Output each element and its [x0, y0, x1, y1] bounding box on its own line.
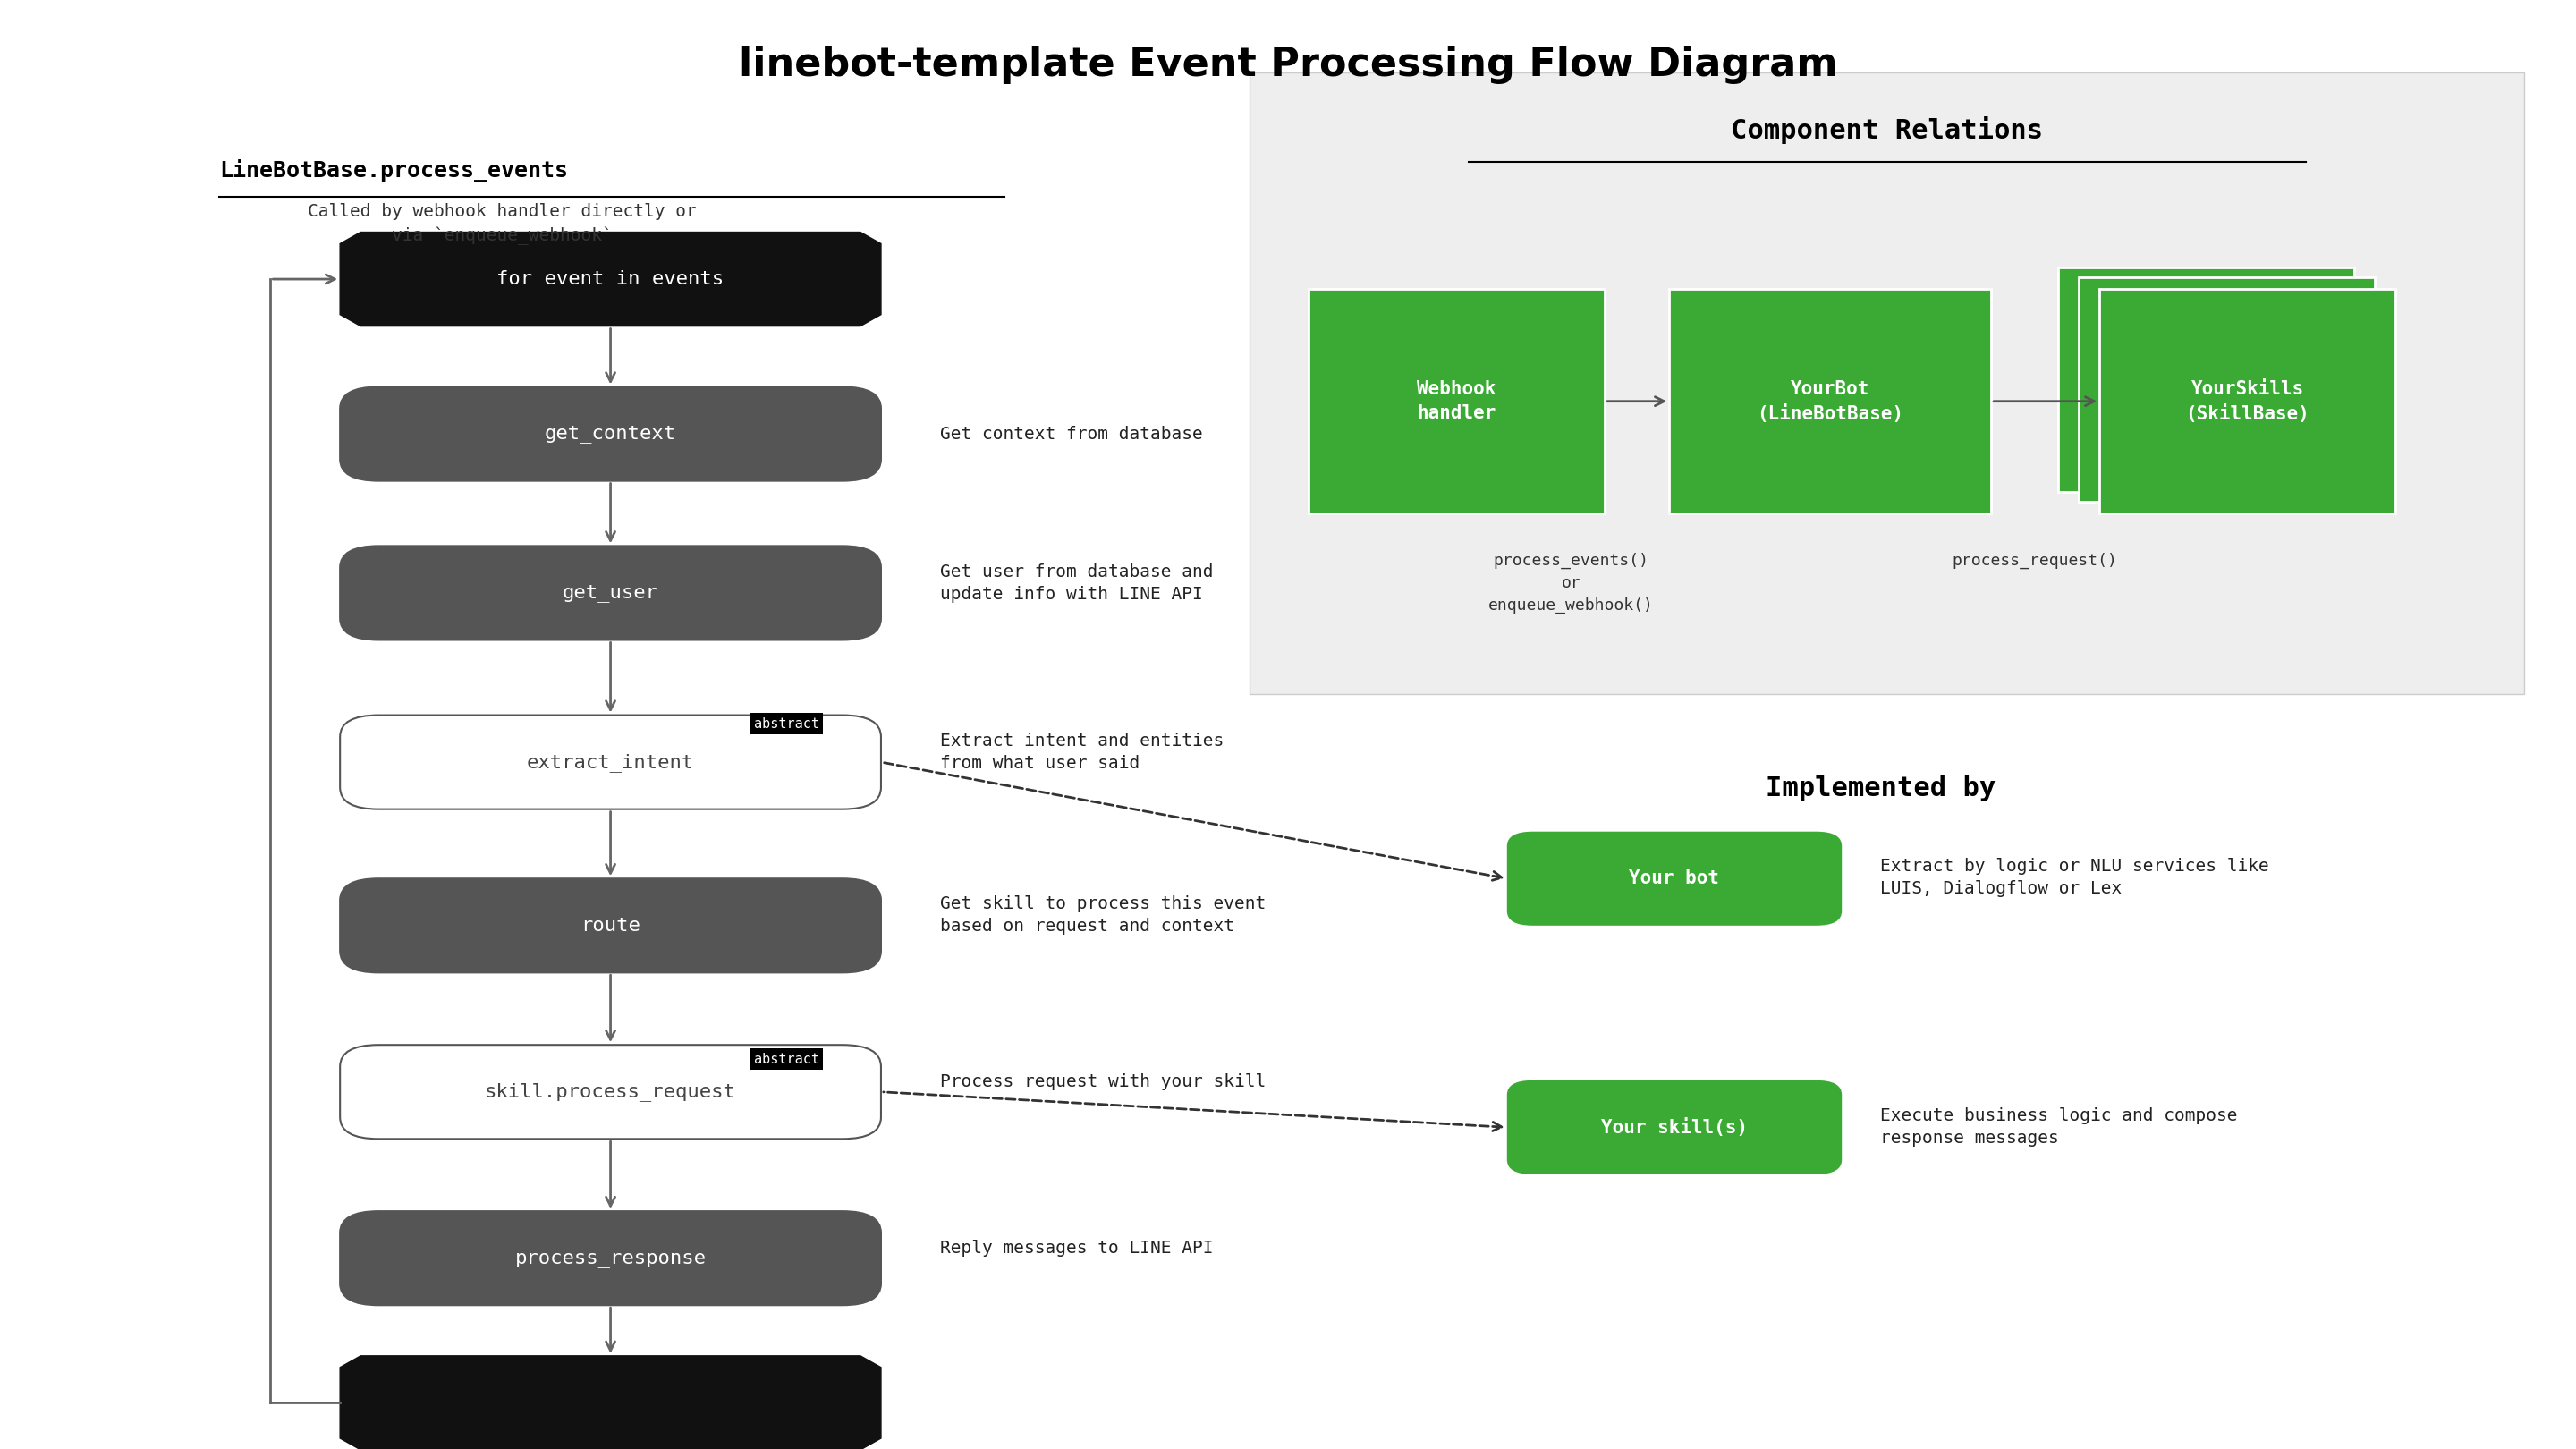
Text: linebot-template Event Processing Flow Diagram: linebot-template Event Processing Flow D…: [739, 46, 1837, 84]
FancyBboxPatch shape: [1507, 832, 1842, 926]
Text: get_user: get_user: [562, 584, 659, 601]
FancyBboxPatch shape: [1669, 290, 1991, 513]
FancyBboxPatch shape: [340, 387, 881, 481]
Text: YourBot
(LineBotBase): YourBot (LineBotBase): [1757, 380, 1904, 423]
Text: Implemented by: Implemented by: [1765, 775, 1996, 801]
FancyBboxPatch shape: [1507, 1081, 1842, 1174]
Text: extract_intent: extract_intent: [526, 753, 696, 771]
FancyBboxPatch shape: [1249, 72, 2524, 694]
Text: abstract: abstract: [755, 717, 819, 730]
Text: get_context: get_context: [544, 425, 677, 443]
Text: Execute business logic and compose
response messages: Execute business logic and compose respo…: [1880, 1107, 2239, 1146]
Text: Webhook
handler: Webhook handler: [1417, 381, 1497, 422]
Text: Called by webhook handler directly or
via `enqueue_webhook`: Called by webhook handler directly or vi…: [309, 203, 696, 245]
Text: Extract by logic or NLU services like
LUIS, Dialogflow or Lex: Extract by logic or NLU services like LU…: [1880, 858, 2269, 897]
Text: Your skill(s): Your skill(s): [1602, 1119, 1747, 1136]
FancyBboxPatch shape: [340, 716, 881, 809]
FancyBboxPatch shape: [340, 1211, 881, 1306]
Text: Reply messages to LINE API: Reply messages to LINE API: [940, 1239, 1213, 1256]
Text: process_response: process_response: [515, 1249, 706, 1266]
FancyBboxPatch shape: [1309, 290, 1605, 513]
FancyBboxPatch shape: [2079, 278, 2375, 501]
Text: YourSkills
(SkillBase): YourSkills (SkillBase): [2184, 380, 2311, 423]
FancyBboxPatch shape: [2099, 290, 2396, 513]
Text: Your bot: Your bot: [1628, 869, 1721, 888]
Text: Extract intent and entities
from what user said: Extract intent and entities from what us…: [940, 732, 1224, 772]
FancyBboxPatch shape: [340, 878, 881, 972]
FancyBboxPatch shape: [340, 546, 881, 640]
Text: Process request with your skill: Process request with your skill: [940, 1074, 1265, 1090]
Text: route: route: [580, 917, 641, 935]
Text: Get context from database: Get context from database: [940, 426, 1203, 442]
Text: skill.process_request: skill.process_request: [484, 1082, 737, 1101]
FancyBboxPatch shape: [340, 1045, 881, 1139]
Text: Get skill to process this event
based on request and context: Get skill to process this event based on…: [940, 895, 1265, 935]
Text: for event in events: for event in events: [497, 270, 724, 288]
Polygon shape: [340, 232, 881, 326]
FancyBboxPatch shape: [2058, 268, 2354, 491]
Text: Get user from database and
update info with LINE API: Get user from database and update info w…: [940, 564, 1213, 603]
Text: Component Relations: Component Relations: [1731, 116, 2043, 143]
Text: process_events()
or
enqueue_webhook(): process_events() or enqueue_webhook(): [1489, 552, 1654, 614]
Polygon shape: [340, 1356, 881, 1449]
Text: abstract: abstract: [755, 1052, 819, 1066]
Text: LineBotBase.process_events: LineBotBase.process_events: [219, 159, 567, 183]
Text: process_request(): process_request(): [1953, 552, 2117, 569]
